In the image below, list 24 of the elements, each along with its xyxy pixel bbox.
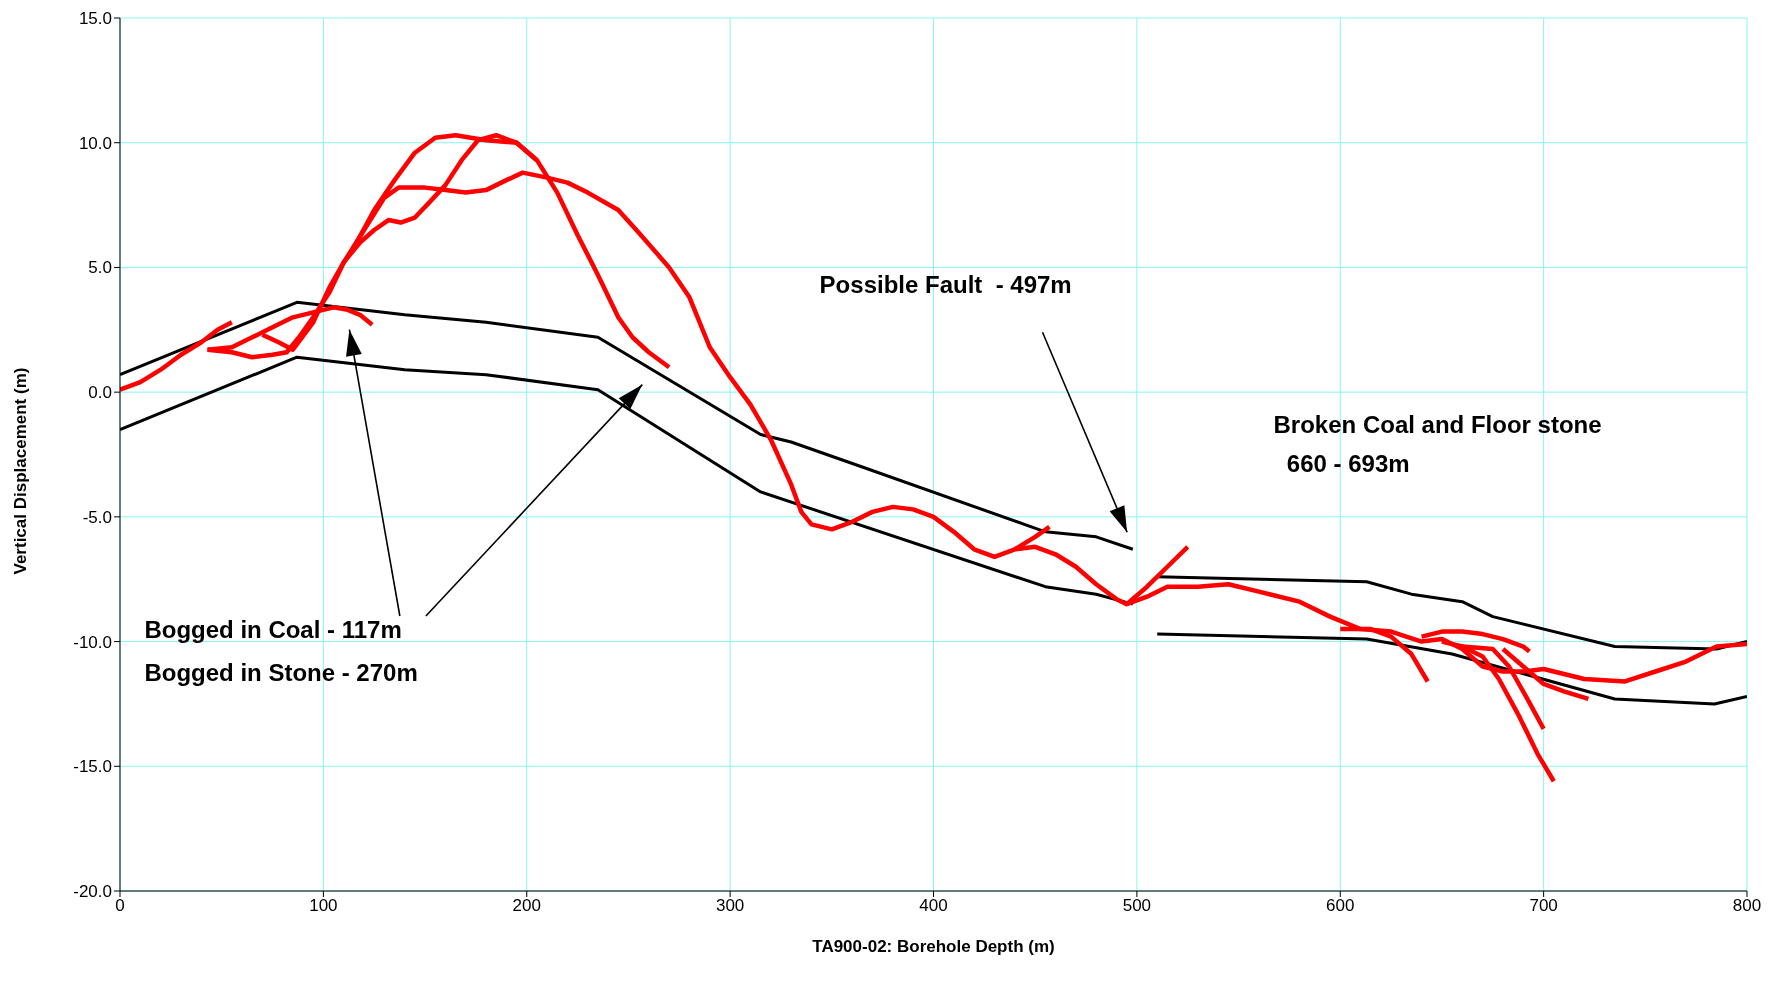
annotation: 660 - 693m — [1273, 449, 1410, 477]
x-tick-label: 100 — [309, 896, 338, 916]
x-tick-label: 400 — [919, 896, 948, 916]
y-tick-label: 15.0 — [78, 9, 112, 29]
y-tick-label: 10.0 — [78, 133, 112, 153]
y-tick-label: -5.0 — [82, 507, 112, 527]
annotation: Bogged in Stone - 270m — [144, 659, 418, 687]
x-tick-label: 300 — [715, 896, 745, 916]
x-tick-label: 500 — [1122, 896, 1152, 916]
y-tick-label: -10.0 — [73, 632, 112, 652]
y-tick-label: 0.0 — [88, 383, 112, 403]
y-tick-label: -15.0 — [73, 757, 112, 777]
y-axis-title: Vertical Displacement (m) — [11, 367, 31, 575]
annotation: Broken Coal and Floor stone — [1273, 410, 1602, 438]
annotation: Possible Fault - 497m — [819, 270, 1072, 298]
y-tick-label: 5.0 — [88, 258, 112, 278]
y-tick-label: -20.0 — [73, 882, 112, 902]
annotation: Bogged in Coal - 117m — [144, 615, 402, 643]
x-tick-label: 800 — [1732, 896, 1762, 916]
x-tick-label: 200 — [512, 896, 541, 916]
x-tick-label: 0 — [115, 896, 125, 916]
x-tick-label: 600 — [1326, 896, 1355, 916]
x-axis-title: TA900-02: Borehole Depth (m) — [812, 937, 1055, 956]
x-tick-label: 700 — [1529, 896, 1558, 916]
